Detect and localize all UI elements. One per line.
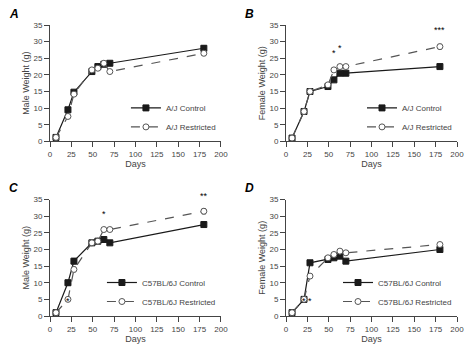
svg-text:25: 25 bbox=[67, 325, 76, 334]
svg-text:5: 5 bbox=[38, 121, 43, 130]
svg-text:*: * bbox=[302, 296, 306, 306]
svg-text:25: 25 bbox=[303, 150, 312, 159]
svg-text:15: 15 bbox=[33, 87, 42, 96]
svg-text:35: 35 bbox=[33, 195, 42, 204]
svg-text:15: 15 bbox=[33, 262, 42, 271]
svg-text:50: 50 bbox=[88, 325, 97, 334]
svg-text:75: 75 bbox=[110, 325, 119, 334]
svg-text:A/J Control: A/J Control bbox=[402, 104, 442, 113]
svg-text:Female Weight (g): Female Weight (g) bbox=[257, 221, 267, 295]
svg-text:10: 10 bbox=[270, 104, 279, 113]
svg-text:A: A bbox=[9, 7, 19, 21]
svg-text:Days: Days bbox=[125, 159, 146, 169]
svg-text:10: 10 bbox=[33, 104, 42, 113]
svg-text:Male Weight (g): Male Weight (g) bbox=[21, 52, 31, 115]
svg-text:175: 175 bbox=[429, 150, 443, 159]
svg-text:***: *** bbox=[434, 25, 445, 35]
svg-text:75: 75 bbox=[346, 150, 355, 159]
svg-text:150: 150 bbox=[408, 325, 422, 334]
svg-text:10: 10 bbox=[33, 279, 42, 288]
svg-text:50: 50 bbox=[88, 150, 97, 159]
svg-text:0: 0 bbox=[274, 312, 279, 321]
svg-text:25: 25 bbox=[33, 54, 42, 63]
svg-text:20: 20 bbox=[33, 245, 42, 254]
svg-text:30: 30 bbox=[270, 212, 279, 221]
svg-text:*: * bbox=[332, 48, 336, 58]
svg-text:30: 30 bbox=[33, 212, 42, 221]
svg-text:100: 100 bbox=[129, 325, 143, 334]
svg-text:150: 150 bbox=[408, 150, 422, 159]
svg-text:Female Weight (g): Female Weight (g) bbox=[257, 46, 267, 120]
svg-text:**: ** bbox=[200, 191, 208, 201]
svg-text:125: 125 bbox=[150, 150, 164, 159]
svg-text:15: 15 bbox=[270, 262, 279, 271]
svg-text:5: 5 bbox=[274, 121, 279, 130]
svg-text:*: * bbox=[102, 209, 106, 219]
svg-text:100: 100 bbox=[365, 325, 379, 334]
svg-text:0: 0 bbox=[274, 137, 279, 146]
svg-text:Days: Days bbox=[361, 159, 382, 169]
svg-text:25: 25 bbox=[270, 54, 279, 63]
svg-text:C57BL/6J Restricted: C57BL/6J Restricted bbox=[142, 298, 215, 307]
svg-text:C57BL/6J Control: C57BL/6J Control bbox=[142, 279, 205, 288]
svg-text:*: * bbox=[66, 296, 70, 306]
svg-text:30: 30 bbox=[270, 37, 279, 46]
svg-text:B: B bbox=[245, 7, 254, 21]
svg-text:125: 125 bbox=[386, 150, 400, 159]
svg-text:200: 200 bbox=[450, 150, 464, 159]
svg-text:Days: Days bbox=[125, 334, 146, 344]
svg-text:100: 100 bbox=[365, 150, 379, 159]
svg-text:0: 0 bbox=[48, 325, 53, 334]
svg-text:D: D bbox=[245, 181, 254, 195]
svg-text:35: 35 bbox=[270, 195, 279, 204]
svg-text:0: 0 bbox=[38, 312, 43, 321]
svg-text:200: 200 bbox=[214, 325, 228, 334]
svg-text:50: 50 bbox=[324, 150, 333, 159]
svg-text:50: 50 bbox=[324, 325, 333, 334]
svg-text:200: 200 bbox=[214, 150, 228, 159]
svg-text:A/J Restricted: A/J Restricted bbox=[166, 123, 216, 132]
svg-text:25: 25 bbox=[303, 325, 312, 334]
svg-text:A/J Restricted: A/J Restricted bbox=[402, 123, 452, 132]
svg-text:A/J Control: A/J Control bbox=[166, 104, 206, 113]
svg-text:125: 125 bbox=[150, 325, 164, 334]
svg-text:125: 125 bbox=[386, 325, 400, 334]
svg-text:35: 35 bbox=[33, 21, 42, 30]
svg-text:20: 20 bbox=[33, 71, 42, 80]
svg-text:0: 0 bbox=[284, 150, 289, 159]
svg-text:15: 15 bbox=[270, 87, 279, 96]
svg-text:*: * bbox=[308, 296, 312, 306]
svg-text:100: 100 bbox=[129, 150, 143, 159]
svg-text:0: 0 bbox=[38, 137, 43, 146]
svg-text:20: 20 bbox=[270, 71, 279, 80]
svg-text:C57BL/6J Restricted: C57BL/6J Restricted bbox=[378, 298, 451, 307]
svg-text:*: * bbox=[338, 43, 342, 53]
svg-text:150: 150 bbox=[172, 150, 186, 159]
svg-text:175: 175 bbox=[429, 325, 443, 334]
svg-text:150: 150 bbox=[172, 325, 186, 334]
svg-text:175: 175 bbox=[193, 150, 207, 159]
svg-text:0: 0 bbox=[48, 150, 53, 159]
svg-text:200: 200 bbox=[450, 325, 464, 334]
svg-text:5: 5 bbox=[38, 295, 43, 304]
svg-text:75: 75 bbox=[110, 150, 119, 159]
svg-text:30: 30 bbox=[33, 37, 42, 46]
svg-text:25: 25 bbox=[67, 150, 76, 159]
svg-text:175: 175 bbox=[193, 325, 207, 334]
svg-text:25: 25 bbox=[33, 229, 42, 238]
svg-text:5: 5 bbox=[274, 295, 279, 304]
svg-text:Male Weight (g): Male Weight (g) bbox=[21, 226, 31, 289]
svg-text:10: 10 bbox=[270, 279, 279, 288]
svg-text:20: 20 bbox=[270, 245, 279, 254]
svg-text:35: 35 bbox=[270, 21, 279, 30]
svg-text:C57BL/6J Control: C57BL/6J Control bbox=[378, 279, 441, 288]
svg-text:Days: Days bbox=[361, 334, 382, 344]
svg-text:75: 75 bbox=[346, 325, 355, 334]
svg-text:C: C bbox=[9, 181, 18, 195]
svg-text:0: 0 bbox=[284, 325, 289, 334]
svg-text:25: 25 bbox=[270, 229, 279, 238]
